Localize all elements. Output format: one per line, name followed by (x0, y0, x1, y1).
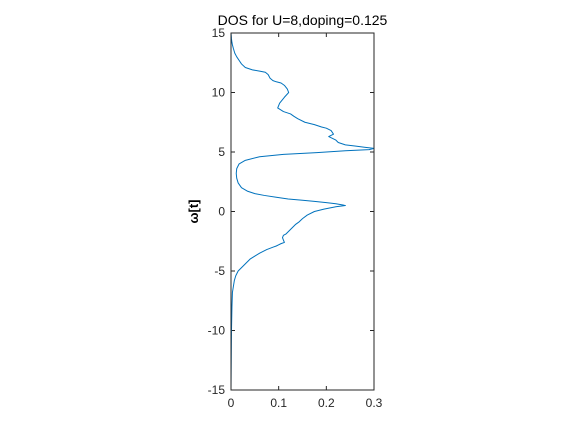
y-tick-label: -5 (214, 264, 225, 278)
y-tick-label: -15 (208, 383, 226, 397)
y-tick-label: 15 (212, 26, 226, 40)
y-tick-label: 5 (218, 145, 225, 159)
y-tick-label: 10 (212, 86, 226, 100)
chart-title: DOS for U=8,doping=0.125 (218, 12, 388, 28)
x-tick-label: 0 (228, 396, 235, 410)
x-tick-label: 0.3 (366, 396, 383, 410)
y-axis-label: ω[t] (186, 200, 201, 224)
x-tick-label: 0.2 (318, 396, 335, 410)
plot-area-background (231, 33, 374, 390)
y-tick-label: 0 (218, 205, 225, 219)
y-tick-label: -10 (208, 324, 226, 338)
x-tick-label: 0.1 (270, 396, 287, 410)
